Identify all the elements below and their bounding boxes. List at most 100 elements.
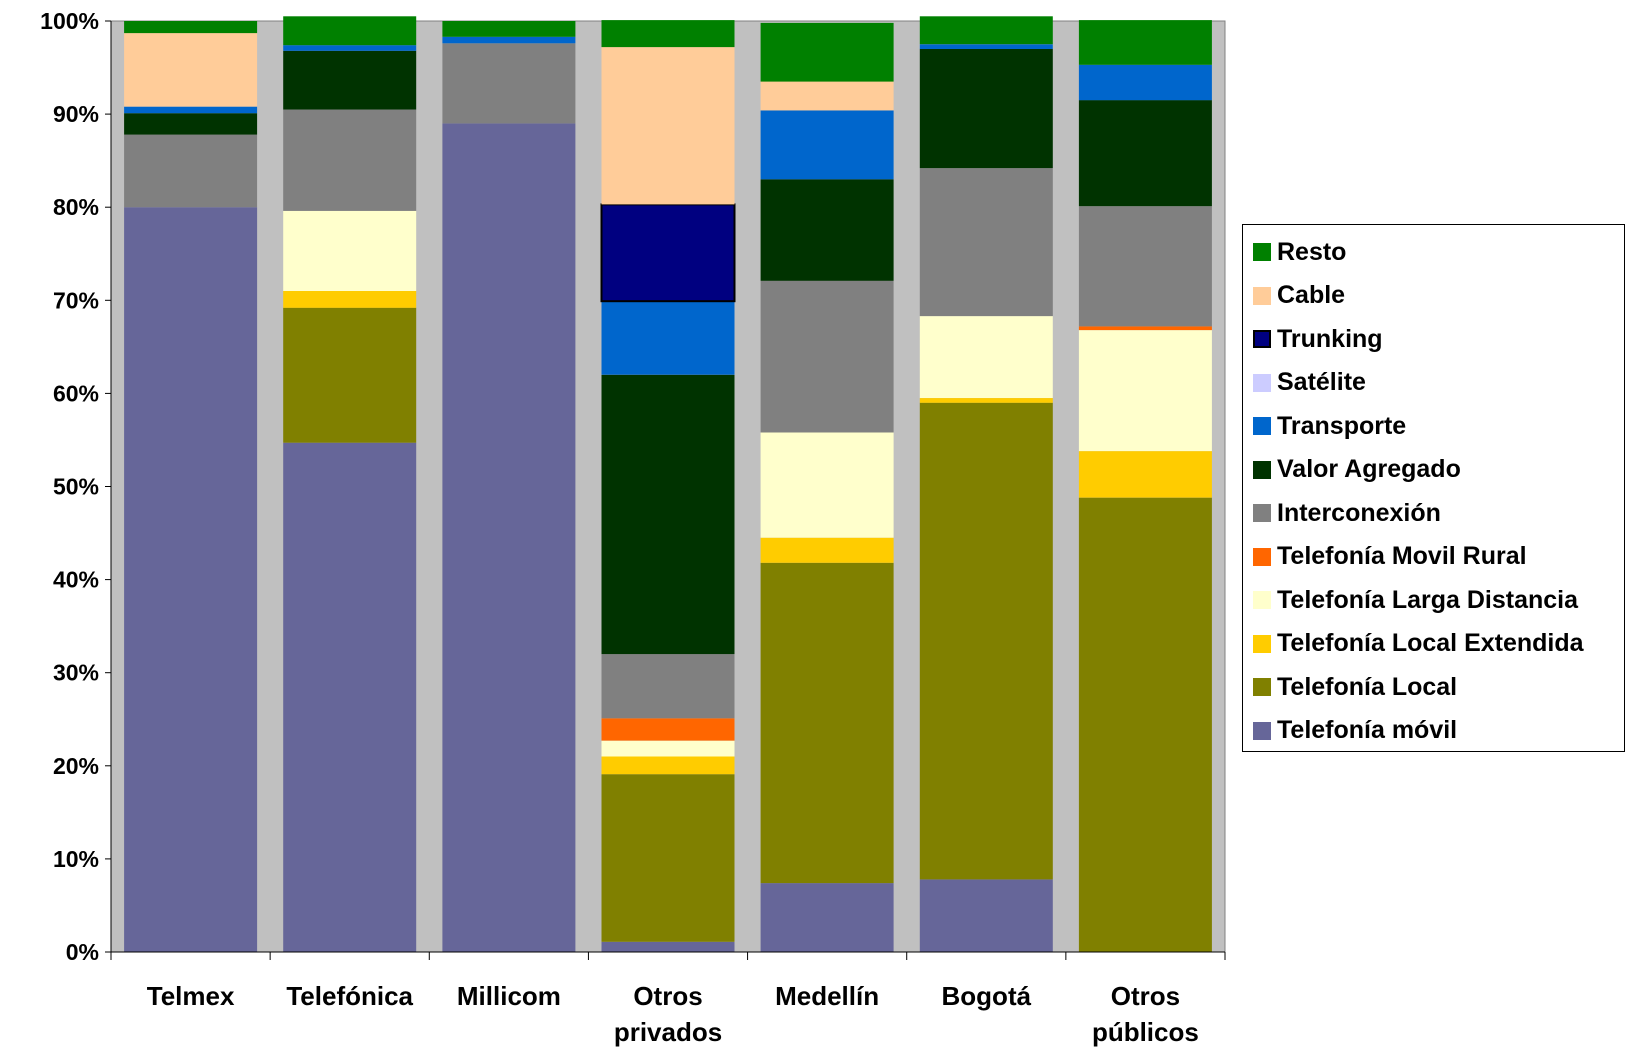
bar-segment (283, 109, 417, 211)
legend-item: Cable (1253, 281, 1345, 311)
bar-segment (601, 774, 735, 942)
legend-item: Transporte (1253, 411, 1406, 441)
legend-label: Satélite (1277, 368, 1366, 396)
bar-segment (760, 110, 894, 180)
legend-swatch (1253, 243, 1271, 261)
x-tick-label-line: Telmex (147, 981, 235, 1011)
y-tick-label: 100% (40, 8, 99, 34)
bar-segment (601, 718, 735, 741)
bar-segment (442, 21, 576, 37)
legend-item: Satélite (1253, 368, 1366, 398)
bar-segment (124, 134, 258, 208)
legend-swatch (1253, 373, 1271, 392)
bar-segment (1078, 64, 1212, 101)
legend-label: Telefonía Local (1277, 672, 1458, 701)
legend-label: Valor Agregado (1277, 455, 1461, 483)
x-tick-label: Telmex (147, 981, 235, 1011)
bar-segment (760, 537, 894, 563)
bar-segment (760, 280, 894, 433)
x-tick-label-line: privados (614, 1017, 722, 1047)
bar-segment (283, 16, 417, 46)
bar-segment (919, 16, 1053, 45)
y-tick-label: 20% (53, 753, 99, 779)
bar-segment (124, 106, 258, 114)
bar-segment (124, 207, 258, 952)
legend-swatch (1253, 286, 1271, 305)
y-tick-label: 90% (53, 101, 99, 127)
legend-label: Trunking (1277, 324, 1383, 353)
bar-segment (919, 879, 1053, 952)
bar-segment (919, 398, 1053, 403)
bar-segment (601, 47, 735, 205)
x-tick-label-line: Otros (1111, 981, 1180, 1011)
bar-segment (1078, 451, 1212, 498)
bar-segment (919, 402, 1053, 880)
bar-segment (1078, 330, 1212, 452)
x-tick-label: Otros privados (614, 981, 722, 1047)
bar-segment (760, 22, 894, 82)
x-tick-label: Millicom (457, 981, 561, 1011)
bar-segment (760, 562, 894, 884)
bar-segment (283, 210, 417, 291)
bars (124, 16, 1212, 952)
x-tick-label-line: Bogotá (942, 981, 1032, 1011)
legend-swatch (1253, 330, 1271, 348)
bar-segment (124, 33, 258, 107)
y-tick-label: 0% (66, 939, 99, 965)
y-tick-label: 70% (53, 287, 99, 313)
legend-item: Trunking (1253, 324, 1383, 354)
bar-segment (1078, 20, 1212, 65)
x-tick-label-line: Otros (633, 981, 702, 1011)
bar-segment (442, 123, 576, 952)
legend-swatch (1253, 678, 1271, 696)
bar-segment (601, 654, 735, 719)
x-tick-label: Telefónica (286, 981, 413, 1011)
y-tick-label: 30% (53, 660, 99, 686)
legend-swatch (1253, 634, 1271, 653)
legend-item: Resto (1253, 237, 1346, 267)
y-tick-label: 60% (53, 380, 99, 406)
x-tick-label: Otros públicos (1092, 981, 1199, 1047)
legend: Resto Cable Trunking Satélite Transporte Valo… (1242, 224, 1625, 752)
x-tick-label-line: públicos (1092, 1017, 1199, 1047)
y-tick-label: 10% (53, 846, 99, 872)
bar-segment (442, 43, 576, 124)
x-tick-label: Medellín (775, 981, 879, 1011)
legend-item: Telefonía Movil Rural (1253, 542, 1527, 572)
legend-label: Telefonía móvil (1277, 716, 1458, 744)
x-tick-label-line: Millicom (457, 981, 561, 1011)
bar-segment (601, 374, 735, 655)
legend-label: Resto (1277, 237, 1347, 266)
x-tick-label-line: Medellín (775, 981, 879, 1011)
bar-segment (283, 50, 417, 110)
legend-label: Interconexión (1277, 498, 1441, 527)
y-tick-label: 40% (53, 567, 99, 593)
bar-segment (600, 203, 736, 303)
bar-segment (1078, 206, 1212, 327)
legend-item: Valor Agregado (1253, 455, 1461, 485)
bar-segment (760, 179, 894, 281)
legend-label: Telefonía Local Extendida (1277, 629, 1584, 657)
legend-label: Telefonía Movil Rural (1277, 542, 1527, 570)
bar-segment (760, 883, 894, 952)
legend-item: Telefonía Local (1253, 672, 1457, 702)
bar-segment (1078, 497, 1212, 952)
bar-segment (601, 756, 735, 775)
legend-item: Telefonía Larga Distancia (1253, 585, 1578, 615)
bar-segment (919, 168, 1053, 317)
bar-segment (919, 44, 1053, 49)
legend-swatch (1253, 547, 1271, 566)
legend-swatch (1253, 591, 1271, 609)
legend-swatch (1253, 417, 1271, 435)
legend-swatch (1253, 721, 1271, 740)
legend-label: Cable (1277, 281, 1346, 309)
bar-segment (919, 48, 1053, 169)
x-tick-label: Bogotá (942, 981, 1032, 1011)
bar-segment (1078, 100, 1212, 207)
bar-segment (601, 20, 735, 48)
bar-segment (124, 21, 258, 34)
y-tick-label: 80% (53, 194, 99, 220)
y-tick-label: 50% (53, 474, 99, 500)
legend-item: Interconexión (1253, 498, 1441, 528)
